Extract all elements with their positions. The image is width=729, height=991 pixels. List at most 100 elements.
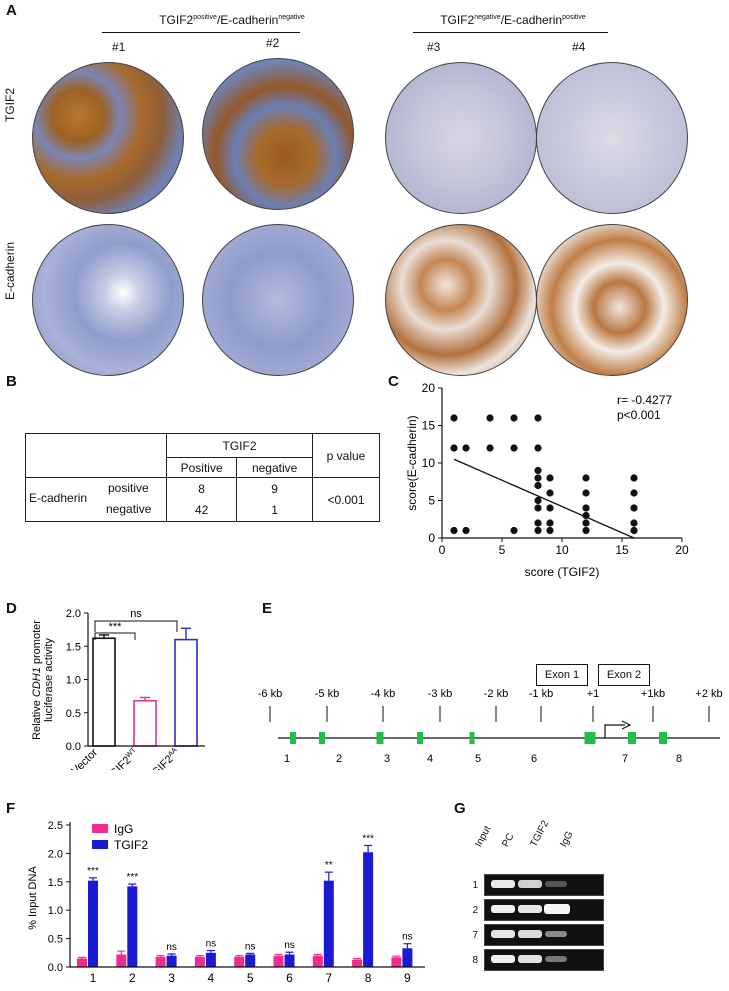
bar-igg bbox=[234, 956, 245, 967]
y-tick-label: 1.0 bbox=[66, 675, 81, 687]
bar-igg bbox=[155, 956, 166, 967]
group2-main: TGIF2 bbox=[440, 13, 475, 27]
case-label-3: #3 bbox=[427, 40, 441, 54]
binding-site-label: 8 bbox=[676, 753, 682, 765]
y-tick-label: 0.5 bbox=[66, 708, 81, 720]
y-tick-label: 1.5 bbox=[66, 641, 81, 653]
y-tick-label: 5 bbox=[428, 494, 435, 508]
gel-strip-1 bbox=[484, 874, 604, 896]
gel-row-label-2: 2 bbox=[472, 905, 478, 916]
scatter-point bbox=[630, 489, 638, 497]
group2-sup2: positive bbox=[562, 14, 586, 21]
binding-site-box bbox=[376, 732, 384, 744]
table-header-tgif2: TGIF2 bbox=[166, 433, 313, 458]
scatter-point bbox=[534, 481, 542, 490]
tss-arrow bbox=[604, 724, 625, 738]
sig-label: *** bbox=[87, 866, 99, 877]
scatter-point bbox=[534, 466, 542, 475]
gel-row-label-1: 1 bbox=[472, 880, 478, 891]
ihc-core-ecad-case2 bbox=[202, 224, 354, 376]
gel-band bbox=[518, 955, 542, 963]
scatter-point bbox=[510, 526, 518, 535]
position-label: -5 kb bbox=[315, 688, 339, 700]
scatter-point bbox=[534, 526, 542, 535]
scatter-point bbox=[486, 444, 494, 452]
table-row-ecadherin: E-cadherin positive negative bbox=[25, 477, 167, 522]
x-tick-label: 10 bbox=[555, 543, 569, 557]
lane-label-input: Input bbox=[473, 824, 494, 849]
ihc-core-tgif2-case4 bbox=[536, 62, 688, 214]
x-tick-label: 5 bbox=[499, 543, 506, 557]
bar-igg bbox=[273, 955, 284, 967]
group2-rule bbox=[413, 32, 608, 33]
group2-sup1: negative bbox=[474, 14, 501, 21]
position-label: -3 kb bbox=[428, 688, 452, 700]
bar-tgif2 bbox=[245, 954, 256, 967]
x-tick-label: 5 bbox=[247, 971, 254, 985]
case-label-2: #2 bbox=[266, 36, 280, 50]
gel-band bbox=[518, 905, 542, 913]
scatter-point bbox=[630, 474, 638, 482]
exon1-box: Exon 1 bbox=[536, 664, 588, 686]
table-cell: 1 bbox=[236, 499, 313, 522]
position-label: -1 kb bbox=[529, 688, 553, 700]
lane-label-tgif2: TGIF2 bbox=[528, 818, 552, 849]
legend-swatch-tgif2 bbox=[92, 840, 108, 849]
sig-label: ns bbox=[206, 939, 217, 950]
y-tick-label: 2.5 bbox=[48, 820, 63, 832]
gel-band bbox=[491, 955, 515, 963]
position-label: -4 kb bbox=[371, 688, 395, 700]
case-label-4: #4 bbox=[572, 40, 586, 54]
scatter-point bbox=[450, 444, 458, 452]
position-label: +1kb bbox=[641, 688, 665, 700]
ihc-core-tgif2-case3 bbox=[385, 62, 537, 214]
gel-row-label-8: 8 bbox=[472, 955, 478, 966]
panel-label-c: C bbox=[388, 373, 399, 390]
y-tick-label: 0.5 bbox=[48, 934, 63, 946]
sig-label: ns bbox=[402, 932, 413, 943]
table-cell: 8 bbox=[165, 477, 238, 500]
row-label-tgif2: TGIF2 bbox=[3, 87, 17, 122]
ihc-core-ecad-case1 bbox=[32, 224, 184, 376]
x-tick-label: 1 bbox=[90, 971, 97, 985]
y-tick-label: 0.0 bbox=[66, 741, 81, 753]
gel-strip-8 bbox=[484, 949, 604, 971]
scatter-point bbox=[630, 526, 638, 535]
x-tick-label: 7 bbox=[325, 971, 332, 985]
scatter-point bbox=[510, 444, 518, 452]
gel-strip-7 bbox=[484, 924, 604, 946]
y-tick-label: 0.0 bbox=[48, 962, 63, 974]
scatter-point bbox=[534, 444, 542, 452]
y-axis-label-line1: Relative CDH1 promoter bbox=[31, 620, 43, 740]
binding-site-label: 5 bbox=[475, 753, 481, 765]
y-axis-label: % Input DNA bbox=[27, 866, 39, 930]
position-label: +2 kb bbox=[695, 688, 722, 700]
table-row-negative: negative bbox=[106, 502, 152, 516]
group1-main: TGIF2 bbox=[159, 13, 194, 27]
bar bbox=[174, 638, 198, 747]
bar-tgif2 bbox=[363, 852, 374, 967]
table-cell: 9 bbox=[236, 477, 313, 500]
chip-bar-chart: % Input DNA 0.0 0.5 1.0 1.5 2.0 2.5 1 *** 2 *** 3… bbox=[27, 820, 425, 985]
gel-row-label-7: 7 bbox=[472, 930, 478, 941]
scatter-point bbox=[534, 519, 542, 527]
y-tick-label: 2.0 bbox=[48, 848, 63, 860]
x-tick-label: 15 bbox=[615, 543, 629, 557]
y-tick-label: 0 bbox=[428, 531, 435, 545]
group1-sup2: negative bbox=[278, 14, 305, 21]
ylabel-part2: promoter bbox=[31, 620, 43, 667]
table-row-positive: positive bbox=[108, 481, 149, 495]
x-tick-label: 9 bbox=[404, 971, 411, 985]
table-pvalue: <0.001 bbox=[312, 477, 380, 522]
table-corner bbox=[25, 433, 167, 478]
position-label: -2 kb bbox=[484, 688, 508, 700]
x-label-wt-sup: WT bbox=[125, 746, 138, 759]
luciferase-bar-chart: Relative CDH1 promoter luciferase activi… bbox=[31, 608, 205, 770]
gel-band bbox=[491, 930, 515, 938]
scatter-point bbox=[582, 519, 590, 527]
table-cell: 42 bbox=[165, 499, 238, 522]
promoter-diagram: -6 kb -5 kb -4 kb -3 kb -2 kb -1 kb +1 +1kb +2 k… bbox=[258, 688, 723, 765]
x-tick-label: 6 bbox=[286, 971, 293, 985]
ihc-core-ecad-case4 bbox=[536, 224, 688, 376]
sig-label: *** bbox=[126, 872, 138, 883]
